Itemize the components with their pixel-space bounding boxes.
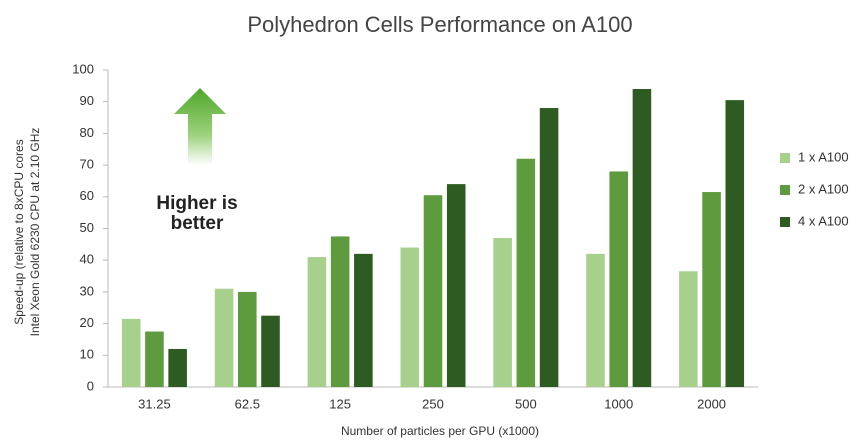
bar — [493, 238, 512, 387]
y-tick-label: 40 — [80, 252, 94, 267]
arrow-icon — [174, 88, 226, 165]
x-tick-label: 62.5 — [235, 396, 260, 411]
bar — [423, 195, 443, 387]
bar — [586, 253, 605, 387]
x-tick-label: 1000 — [604, 396, 633, 411]
bar — [679, 271, 698, 387]
x-tick-label: 125 — [329, 396, 351, 411]
bar — [446, 184, 466, 387]
legend-label: 4 x A100 — [798, 213, 849, 228]
bar — [330, 236, 350, 387]
bar — [539, 108, 559, 387]
bar — [702, 192, 721, 387]
legend-swatch — [780, 217, 790, 227]
bar — [121, 318, 141, 387]
y-tick-label: 80 — [80, 125, 94, 140]
legend-label: 1 x A100 — [798, 149, 849, 164]
y-tick-label: 50 — [80, 220, 94, 235]
bar — [354, 253, 373, 387]
y-tick-label: 20 — [80, 315, 94, 330]
y-tick-label: 0 — [87, 378, 94, 393]
y-axis-label: Intel Xeon Gold 6230 CPU at 2.10 GHz — [28, 128, 42, 337]
x-axis-label: Number of particles per GPU (x1000) — [341, 424, 539, 438]
bar — [261, 315, 280, 387]
chart-title: Polyhedron Cells Performance on A100 — [247, 12, 632, 37]
bar — [632, 89, 652, 388]
x-tick-label: 31.25 — [138, 396, 171, 411]
bar — [238, 291, 257, 387]
bar — [214, 288, 234, 387]
bar — [516, 158, 536, 387]
y-tick-label: 60 — [80, 188, 94, 203]
bar — [725, 100, 745, 388]
y-tick-label: 70 — [80, 157, 94, 172]
legend-swatch — [780, 185, 790, 195]
bar — [168, 348, 187, 387]
annotation: Higher is — [156, 193, 237, 214]
annotation: better — [171, 213, 224, 234]
bar — [400, 247, 420, 387]
y-tick-label: 30 — [80, 283, 94, 298]
x-tick-label: 500 — [515, 396, 537, 411]
y-tick-label: 100 — [72, 61, 94, 76]
y-tick-label: 10 — [80, 347, 94, 362]
bar — [145, 331, 164, 387]
y-axis-label: Speed-up (relative to 8xCPU cores — [12, 139, 26, 324]
legend-swatch — [780, 153, 790, 163]
legend-label: 2 x A100 — [798, 181, 849, 196]
bar — [609, 171, 628, 387]
bar — [307, 257, 327, 387]
x-tick-label: 250 — [422, 396, 444, 411]
x-tick-label: 2000 — [697, 396, 726, 411]
y-tick-label: 90 — [80, 93, 94, 108]
